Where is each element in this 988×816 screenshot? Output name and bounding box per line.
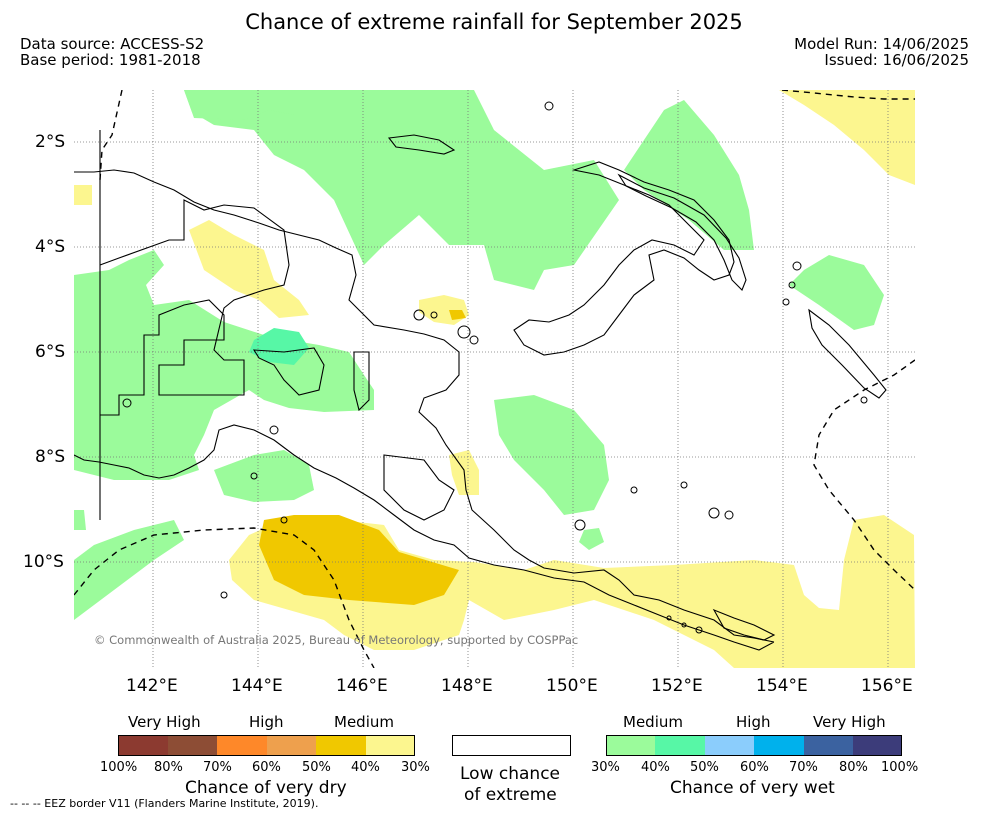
dry-legend-header-high: High (249, 713, 284, 731)
wet-swatch-5 (804, 735, 853, 756)
lat-label-8s: 8°S (35, 447, 66, 467)
lon-label-154e: 154°E (756, 676, 808, 696)
low-chance-swatch (452, 735, 571, 756)
dry-region-highlands (189, 220, 309, 318)
wet-tick-60: 60% (740, 760, 769, 775)
wet-region-west (74, 250, 374, 480)
wet-swatch-3 (705, 735, 754, 756)
low-chance-caption-line2: of extreme (464, 785, 557, 805)
model-run-text: Model Run: 14/06/2025 (794, 35, 969, 53)
lat-label-6s: 6°S (35, 342, 66, 362)
eez-border-east (813, 359, 916, 591)
dry-tick-70: 70% (203, 760, 232, 775)
dry-region-south-medium (259, 515, 459, 605)
data-source-text: Data source: ACCESS-S2 (20, 35, 205, 53)
base-period-text: Base period: 1981-2018 (20, 51, 201, 69)
wet-region-manus (184, 90, 324, 120)
new-guinea-coast (73, 169, 775, 651)
wet-region-40 (249, 328, 309, 365)
wet-region-east-new-britain (624, 100, 754, 250)
eez-borders (73, 89, 916, 669)
eez-border-west (99, 89, 123, 181)
lon-label-144e: 144°E (231, 676, 283, 696)
dry-tick-40: 40% (351, 760, 380, 775)
wet-tick-70: 70% (789, 760, 818, 775)
wet-tick-50: 50% (690, 760, 719, 775)
map-panel: © Commonwealth of Australia 2025, Bureau… (73, 89, 916, 669)
wet-tick-80: 80% (839, 760, 868, 775)
lat-label-10s: 10°S (23, 552, 64, 572)
province-borders (99, 130, 455, 521)
wet-swatch-2 (655, 735, 705, 756)
new-britain-coast (513, 161, 735, 356)
wet-region-papua-islet (579, 528, 604, 550)
manus-coast (387, 134, 456, 155)
dry-tick-100: 100% (100, 760, 138, 775)
new-ireland-coast (617, 173, 747, 291)
wet-colorbar-frame (606, 735, 902, 756)
wet-legend-header-high: High (736, 713, 771, 731)
dry-tick-30: 30% (401, 760, 430, 775)
lon-label-156e: 156°E (861, 676, 913, 696)
dry-swatch-1 (118, 735, 168, 756)
wet-tick-40: 40% (641, 760, 670, 775)
dry-swatch-4 (267, 735, 316, 756)
wet-regions (74, 90, 884, 620)
eez-border-southwest (73, 527, 375, 669)
dry-legend-header-very-high: Very High (128, 713, 201, 731)
dry-legend-caption: Chance of very dry (185, 778, 347, 798)
dry-region-lae-medium (449, 310, 466, 320)
wet-region-west-strip (74, 510, 86, 530)
dry-colorbar-frame (118, 735, 415, 756)
low-chance-caption-line1: Low chance (460, 764, 560, 784)
wet-tick-100: 100% (881, 760, 919, 775)
lon-label-148e: 148°E (441, 676, 493, 696)
dry-swatch-5 (316, 735, 366, 756)
wet-legend-header-medium: Medium (623, 713, 683, 731)
issued-text: Issued: 16/06/2025 (824, 51, 969, 69)
eez-border-northeast (781, 89, 915, 100)
wet-region-central-south (494, 395, 609, 515)
copyright-notice: © Commonwealth of Australia 2025, Bureau… (94, 633, 579, 647)
dry-swatch-3 (217, 735, 267, 756)
wet-legend-header-very-high: Very High (813, 713, 886, 731)
dry-tick-60: 60% (252, 760, 281, 775)
wet-tick-30: 30% (591, 760, 620, 775)
south-islands-coast (712, 608, 776, 641)
wet-region-fly (214, 450, 314, 502)
wet-swatch-1 (606, 735, 655, 756)
wet-region-southwest (74, 520, 184, 620)
gridlines (74, 90, 915, 668)
lon-label-150e: 150°E (546, 676, 598, 696)
dry-swatch-6 (366, 735, 415, 756)
dry-region-west-edge (74, 185, 92, 205)
coastlines (73, 130, 887, 651)
map-svg (73, 89, 916, 669)
map-title: Chance of extreme rainfall for September… (245, 10, 743, 34)
small-islands (122, 101, 868, 634)
lat-label-4s: 4°S (35, 237, 66, 257)
eez-footnote: -- -- -- EEZ border V11 (Flanders Marine… (10, 797, 319, 810)
dry-swatch-2 (168, 735, 217, 756)
lon-label-146e: 146°E (336, 676, 388, 696)
lon-label-152e: 152°E (651, 676, 703, 696)
dry-tick-50: 50% (302, 760, 331, 775)
lon-label-142e: 142°E (126, 676, 178, 696)
wet-legend-caption: Chance of very wet (670, 778, 835, 798)
wet-region-north-coast (184, 90, 619, 290)
dry-legend-header-medium: Medium (334, 713, 394, 731)
bougainville-coast (808, 308, 887, 399)
wet-swatch-6 (853, 735, 902, 756)
wet-swatch-4 (754, 735, 804, 756)
wet-region-bougainville (789, 255, 884, 330)
dry-tick-80: 80% (154, 760, 183, 775)
lat-label-2s: 2°S (35, 132, 66, 152)
dry-region-northeast (779, 90, 915, 185)
